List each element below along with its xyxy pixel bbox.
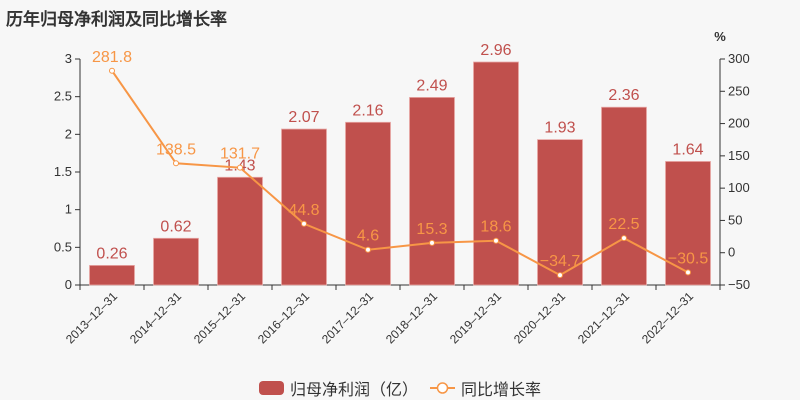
right-axis-tick-label: 0 bbox=[728, 245, 735, 260]
bar-value-label: 0.26 bbox=[96, 245, 127, 262]
bar-value-label: 2.16 bbox=[352, 102, 383, 119]
growth-rate-value-label: 44.8 bbox=[288, 202, 319, 219]
growth-rate-point[interactable] bbox=[173, 160, 179, 167]
bar-value-label: 1.93 bbox=[544, 120, 575, 137]
x-axis-tick-label: 2021–12–31 bbox=[575, 289, 632, 346]
left-axis-tick-label: 3 bbox=[65, 51, 72, 66]
bar-net-profit[interactable] bbox=[409, 97, 455, 286]
bar-net-profit[interactable] bbox=[89, 265, 135, 286]
x-axis-tick-label: 2016–12–31 bbox=[255, 289, 312, 346]
growth-rate-value-label: 22.5 bbox=[608, 216, 639, 233]
right-axis-tick-label: 250 bbox=[728, 83, 750, 98]
bar-value-label: 1.64 bbox=[672, 141, 703, 158]
bar-net-profit[interactable] bbox=[153, 237, 199, 286]
bar-value-label: 2.49 bbox=[416, 77, 447, 94]
growth-rate-point[interactable] bbox=[685, 269, 691, 276]
x-axis-tick-label: 2020–12–31 bbox=[511, 289, 568, 346]
growth-rate-value-label: 4.6 bbox=[357, 228, 379, 245]
growth-rate-value-label: 138.5 bbox=[156, 141, 196, 158]
growth-rate-value-label: 15.3 bbox=[416, 221, 447, 238]
x-axis-tick-label: 2014–12–31 bbox=[127, 289, 184, 346]
x-axis-tick-label: 2015–12–31 bbox=[191, 289, 248, 346]
left-axis-tick-label: 1.5 bbox=[54, 164, 72, 179]
x-axis-tick-label: 2022–12–31 bbox=[639, 289, 696, 346]
growth-rate-point[interactable] bbox=[301, 220, 307, 227]
right-axis-unit-label: % bbox=[714, 29, 726, 44]
bar-value-label: 2.36 bbox=[608, 87, 639, 104]
growth-rate-point[interactable] bbox=[429, 239, 435, 246]
left-axis-tick-label: 0 bbox=[65, 277, 72, 292]
legend-label-growth-rate: 同比增长率 bbox=[461, 380, 542, 399]
legend: 归母净利润（亿） 同比增长率 bbox=[0, 376, 800, 400]
bar-net-profit[interactable] bbox=[537, 139, 583, 286]
bar-value-label: 0.62 bbox=[160, 218, 191, 235]
x-axis-tick-label: 2017–12–31 bbox=[319, 289, 376, 346]
bar-net-profit[interactable] bbox=[345, 121, 391, 286]
growth-rate-value-label: 131.7 bbox=[220, 146, 260, 163]
legend-item-growth-rate[interactable]: 同比增长率 bbox=[430, 376, 541, 400]
legend-label-net-profit: 归母净利润（亿） bbox=[289, 380, 418, 399]
right-axis-tick-label: 300 bbox=[728, 51, 750, 66]
growth-rate-value-label: −30.5 bbox=[668, 250, 709, 267]
growth-rate-point[interactable] bbox=[621, 235, 627, 242]
growth-rate-value-label: 18.6 bbox=[480, 219, 511, 236]
right-axis-tick-label: 100 bbox=[728, 180, 750, 195]
right-axis-tick-label: −50 bbox=[728, 277, 750, 292]
x-axis-tick-label: 2019–12–31 bbox=[447, 289, 504, 346]
line-circle-swatch-icon bbox=[430, 382, 455, 394]
left-axis-tick-label: 0.5 bbox=[54, 239, 72, 254]
bar-net-profit[interactable] bbox=[281, 128, 327, 286]
x-axis-tick-label: 2013–12–31 bbox=[63, 289, 120, 346]
bar-net-profit[interactable] bbox=[217, 176, 263, 286]
growth-rate-line bbox=[111, 70, 689, 277]
bar-value-label: 2.96 bbox=[480, 42, 511, 59]
bar-value-label: 2.07 bbox=[288, 109, 319, 126]
bar-net-profit[interactable] bbox=[473, 61, 519, 286]
x-axis-tick-label: 2018–12–31 bbox=[383, 289, 440, 346]
growth-rate-point[interactable] bbox=[109, 67, 115, 74]
growth-rate-value-label: −34.7 bbox=[540, 253, 581, 270]
left-axis-tick-label: 2.5 bbox=[54, 89, 72, 104]
growth-rate-point[interactable] bbox=[493, 237, 499, 244]
bar-net-profit[interactable] bbox=[601, 106, 647, 286]
chart-title: 历年归母净利润及同比增长率 bbox=[6, 10, 227, 30]
legend-item-net-profit[interactable]: 归母净利润（亿） bbox=[258, 376, 418, 400]
left-axis-tick-label: 2 bbox=[65, 126, 72, 141]
right-axis-tick-label: 50 bbox=[728, 212, 742, 227]
growth-rate-value-label: 281.8 bbox=[92, 49, 132, 66]
growth-rate-point[interactable] bbox=[237, 164, 243, 171]
left-axis-tick-label: 1 bbox=[65, 202, 72, 217]
growth-rate-point[interactable] bbox=[557, 272, 563, 279]
right-axis-tick-label: 150 bbox=[728, 148, 750, 163]
bar-swatch-icon bbox=[258, 381, 284, 395]
growth-rate-point[interactable] bbox=[365, 246, 371, 253]
right-axis-tick-label: 200 bbox=[728, 116, 750, 131]
